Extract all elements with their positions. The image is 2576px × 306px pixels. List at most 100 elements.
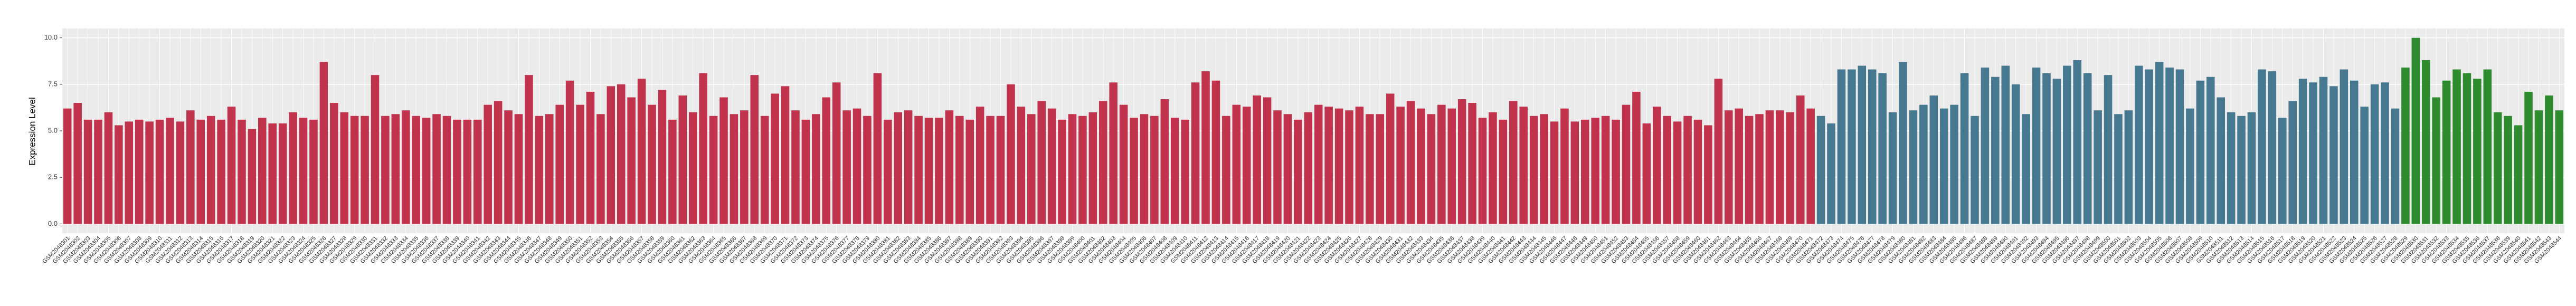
bar — [1848, 69, 1856, 224]
bar — [391, 114, 400, 224]
bar — [1376, 114, 1385, 224]
bar — [2411, 37, 2420, 224]
bar — [555, 104, 564, 224]
bar — [1786, 112, 1795, 224]
bar — [1704, 125, 1712, 224]
bar — [1017, 107, 1026, 224]
bar — [1570, 121, 1579, 224]
bar — [2175, 69, 2184, 224]
bar — [1007, 84, 1015, 224]
bar — [2186, 108, 2194, 224]
bar — [1981, 68, 1990, 224]
bar — [1612, 119, 1620, 224]
bar — [2022, 114, 2030, 224]
bar — [1098, 101, 1107, 224]
bar — [1283, 114, 1292, 224]
bar — [402, 110, 410, 224]
bar — [945, 110, 954, 224]
bar — [1765, 110, 1774, 224]
bar — [135, 119, 144, 224]
bar — [2340, 69, 2348, 224]
bar — [2042, 73, 2051, 224]
bar — [2268, 71, 2277, 224]
bar — [2319, 77, 2328, 224]
bar — [2329, 86, 2338, 224]
bar — [2555, 110, 2564, 224]
bar — [1971, 116, 1979, 224]
bar — [2452, 69, 2461, 224]
bar — [258, 118, 267, 224]
bar — [1366, 114, 1374, 224]
bar — [627, 97, 636, 224]
bar — [2298, 79, 2307, 224]
bar — [1345, 110, 1353, 224]
bar — [545, 114, 554, 224]
bar — [2493, 112, 2502, 224]
bar — [1058, 119, 1066, 224]
bar — [504, 110, 513, 224]
bar — [2011, 84, 2020, 224]
bar — [83, 119, 92, 224]
bar — [1673, 121, 1682, 224]
bar — [863, 116, 872, 224]
bar — [1417, 108, 1425, 224]
bar — [1242, 107, 1251, 224]
bar — [1755, 114, 1764, 224]
bar — [565, 80, 574, 224]
bar — [2227, 112, 2236, 224]
bar — [2258, 69, 2266, 224]
bar — [750, 75, 759, 224]
bar — [238, 119, 246, 224]
bar — [1519, 107, 1528, 224]
bar — [1334, 108, 1343, 224]
bar — [894, 112, 903, 224]
bar — [1468, 103, 1476, 224]
bar — [2442, 80, 2451, 224]
bar — [2165, 68, 2174, 224]
bar — [1478, 118, 1487, 224]
bar — [2206, 77, 2215, 224]
bar — [2545, 95, 2553, 224]
bar — [473, 119, 482, 224]
bar — [2483, 69, 2492, 224]
bar — [1560, 108, 1569, 224]
bar — [791, 110, 800, 224]
bar — [1858, 65, 1867, 224]
bar — [1806, 108, 1815, 224]
bar — [196, 119, 205, 224]
bar — [873, 73, 882, 224]
bar — [2155, 62, 2164, 224]
bar — [1745, 116, 1754, 224]
bar — [535, 116, 544, 224]
bar — [1355, 107, 1364, 224]
bar — [965, 119, 974, 224]
bar — [1396, 107, 1405, 224]
bar — [1253, 95, 1261, 224]
bar — [186, 110, 195, 224]
bar — [484, 104, 492, 224]
bar — [1273, 110, 1282, 224]
bar — [822, 97, 831, 224]
bar — [1499, 119, 1508, 224]
bar — [1191, 82, 1200, 224]
bar — [2124, 110, 2133, 224]
bar — [1816, 116, 1825, 224]
bar — [2463, 73, 2471, 224]
bar — [1632, 91, 1641, 224]
bar — [2381, 82, 2389, 224]
bar — [586, 91, 595, 224]
bar — [2073, 60, 2082, 224]
bar — [206, 116, 215, 224]
bar — [853, 108, 861, 224]
bar — [2032, 68, 2041, 224]
bar — [699, 73, 707, 224]
bar — [309, 119, 318, 224]
bar — [2217, 97, 2225, 224]
bar — [2504, 116, 2512, 224]
bar — [2524, 91, 2533, 224]
bar — [781, 86, 790, 224]
bar — [996, 116, 1005, 224]
bar — [1211, 80, 1220, 224]
bar — [1068, 114, 1077, 224]
bar — [340, 112, 348, 224]
